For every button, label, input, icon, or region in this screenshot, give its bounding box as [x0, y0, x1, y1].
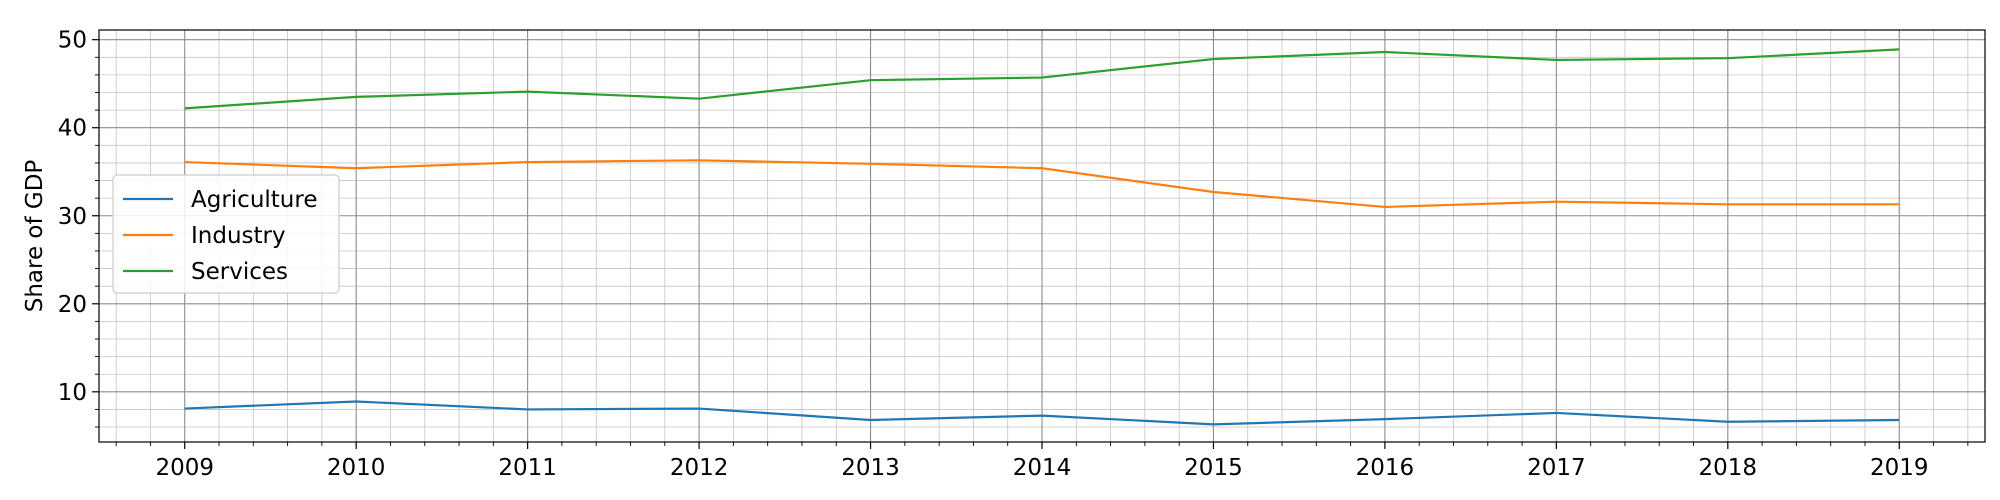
series-line-agriculture	[184, 400, 1900, 426]
data-point	[697, 158, 701, 162]
data-point	[183, 160, 187, 164]
data-point	[1554, 411, 1558, 415]
series-lines	[183, 47, 1901, 426]
data-point	[697, 97, 701, 101]
legend-box	[112, 174, 340, 294]
y-tick-label: 50	[58, 28, 87, 54]
legend-label-services: Services	[191, 259, 288, 285]
data-point	[1211, 422, 1215, 426]
data-point	[697, 407, 701, 411]
x-tick-label: 2012	[670, 455, 729, 481]
data-point	[183, 106, 187, 110]
y-axis-label: Share of GDP	[22, 160, 48, 313]
data-point	[526, 90, 530, 94]
data-point	[354, 95, 358, 99]
series-services	[183, 47, 1901, 110]
x-tick-label: 2015	[1184, 455, 1243, 481]
data-point	[354, 166, 358, 170]
data-point	[1211, 190, 1215, 194]
data-point	[1040, 166, 1044, 170]
major-gridlines	[99, 30, 1985, 442]
data-point	[1726, 202, 1730, 206]
series-industry	[183, 158, 1901, 209]
data-point	[526, 407, 530, 411]
y-tick-label: 20	[58, 292, 87, 318]
data-point	[354, 400, 358, 404]
legend: Agriculture Industry Services	[112, 174, 340, 294]
x-tick-labels: 2009 2010 2011 2012 2013 2014 2015 2016 2017 2018…	[155, 455, 1928, 481]
x-tick-label: 2013	[841, 455, 900, 481]
data-point	[1383, 205, 1387, 209]
y-tick-label: 10	[58, 380, 87, 406]
y-tick-label: 30	[58, 204, 87, 230]
data-point	[1383, 417, 1387, 421]
y-tick-label: 40	[58, 116, 87, 142]
axis-ticks	[92, 39, 1969, 449]
data-point	[1554, 58, 1558, 62]
data-point	[1897, 47, 1901, 51]
x-tick-label: 2014	[1013, 455, 1072, 481]
data-point	[1726, 420, 1730, 424]
data-point	[1897, 202, 1901, 206]
x-tick-label: 2010	[327, 455, 386, 481]
y-tick-labels: 10 20 30 40 50	[58, 28, 87, 406]
data-point	[1040, 414, 1044, 418]
data-point	[869, 418, 873, 422]
x-tick-label: 2017	[1527, 455, 1586, 481]
x-tick-label: 2016	[1356, 455, 1415, 481]
data-point	[526, 160, 530, 164]
x-tick-label: 2019	[1870, 455, 1929, 481]
data-point	[1554, 200, 1558, 204]
data-point	[1211, 57, 1215, 61]
series-line-services	[184, 48, 1900, 110]
x-tick-label: 2011	[498, 455, 557, 481]
x-tick-label: 2018	[1699, 455, 1758, 481]
legend-label-agriculture: Agriculture	[191, 187, 318, 213]
data-point	[1897, 418, 1901, 422]
x-tick-label: 2009	[155, 455, 214, 481]
data-point	[1040, 76, 1044, 80]
data-point	[183, 407, 187, 411]
data-point	[869, 78, 873, 82]
data-point	[1383, 50, 1387, 54]
data-point	[869, 162, 873, 166]
series-agriculture	[183, 400, 1901, 426]
legend-label-industry: Industry	[191, 223, 286, 249]
data-point	[1726, 56, 1730, 60]
series-line-industry	[184, 159, 1900, 209]
